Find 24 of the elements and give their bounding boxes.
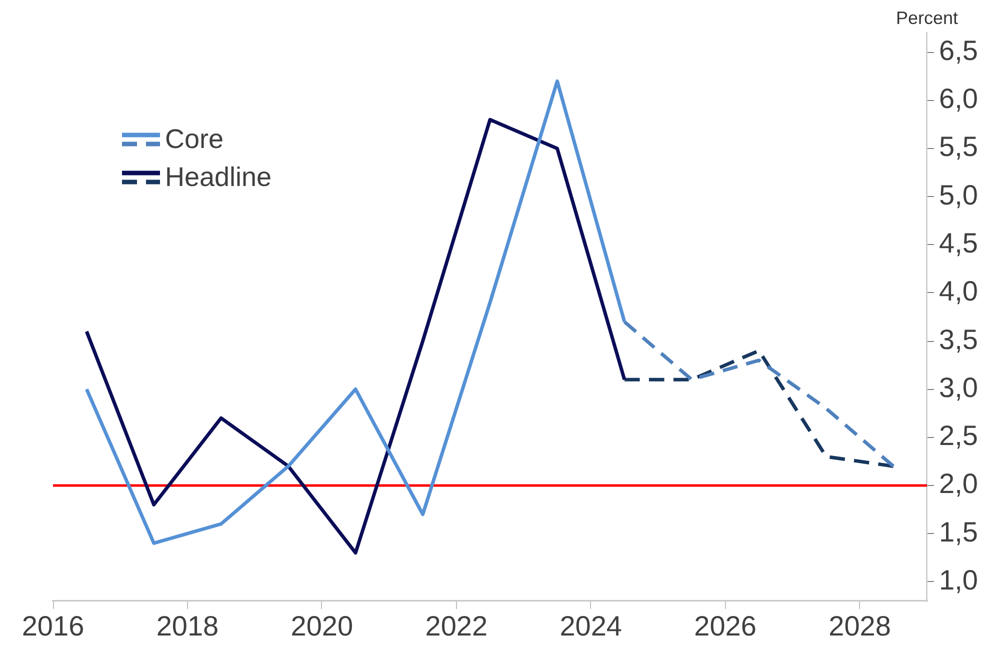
y-tick-label: 4,5	[939, 228, 978, 259]
line-series	[622, 320, 896, 468]
y-axis-title: Percent	[896, 8, 958, 28]
y-tick-label: 2,5	[939, 420, 978, 452]
x-tick-label: 2022	[425, 610, 488, 642]
y-tick-label: 6,5	[939, 34, 978, 66]
y-tick-label: 3,5	[939, 324, 978, 355]
x-tick-label: 2024	[560, 610, 622, 642]
y-tick-label: 1,0	[939, 564, 978, 596]
x-tick-label: 2020	[290, 610, 354, 642]
y-tick-label: 2,0	[939, 468, 978, 500]
legend-label: Core	[165, 124, 224, 154]
y-tick-label: 6,0	[939, 83, 978, 114]
y-tick-label: 5,5	[939, 131, 978, 162]
line-series	[622, 348, 896, 468]
y-tick-label: 3,0	[939, 372, 978, 403]
y-tick-label: 4,0	[939, 276, 978, 307]
x-tick-label: 2018	[156, 610, 219, 642]
y-tick-label: 5,0	[939, 179, 978, 210]
y-tick-label: 1,5	[939, 516, 978, 548]
x-tick-label: 2016	[22, 610, 84, 642]
legend-label: Headline	[165, 162, 272, 192]
x-tick-label: 2028	[828, 610, 891, 642]
x-tick-label: 2026	[694, 610, 756, 642]
